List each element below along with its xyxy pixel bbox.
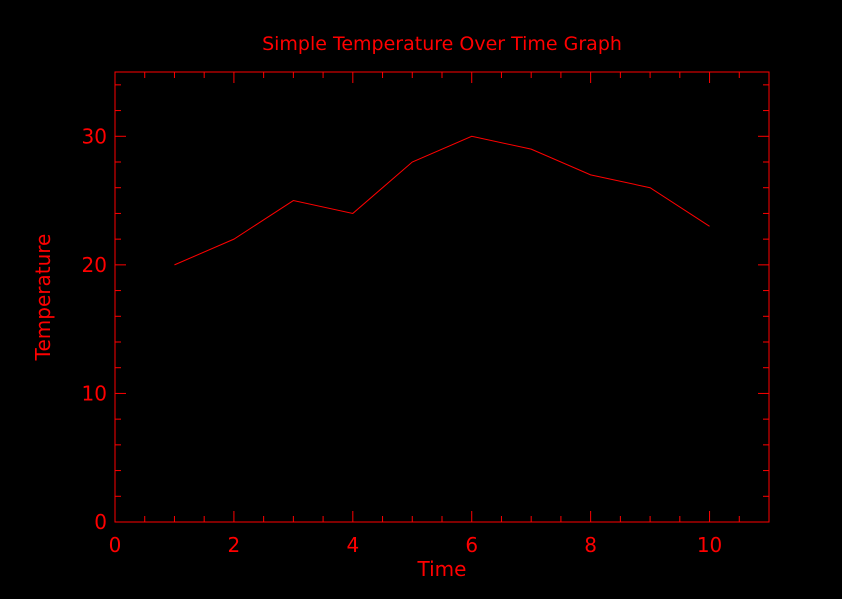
chart-title: Simple Temperature Over Time Graph bbox=[262, 33, 622, 55]
y-axis-label: Temperature bbox=[31, 234, 55, 362]
plot-area: 0 2 4 6 8 10 0 10 20 30 bbox=[82, 71, 770, 557]
x-tick-label: 2 bbox=[228, 533, 241, 557]
x-tick-label: 6 bbox=[465, 533, 478, 557]
x-tick-label: 10 bbox=[697, 533, 722, 557]
temperature-series-line bbox=[174, 135, 710, 266]
x-tick-label: 8 bbox=[584, 533, 597, 557]
x-tick-label: 0 bbox=[109, 533, 122, 557]
x-axis-label: Time bbox=[417, 557, 467, 581]
y-tick-label: 0 bbox=[94, 510, 107, 534]
x-tick-label: 4 bbox=[346, 533, 359, 557]
y-tick-label: 20 bbox=[82, 253, 107, 277]
y-tick-label: 30 bbox=[82, 124, 107, 148]
y-tick-label: 10 bbox=[82, 381, 107, 405]
